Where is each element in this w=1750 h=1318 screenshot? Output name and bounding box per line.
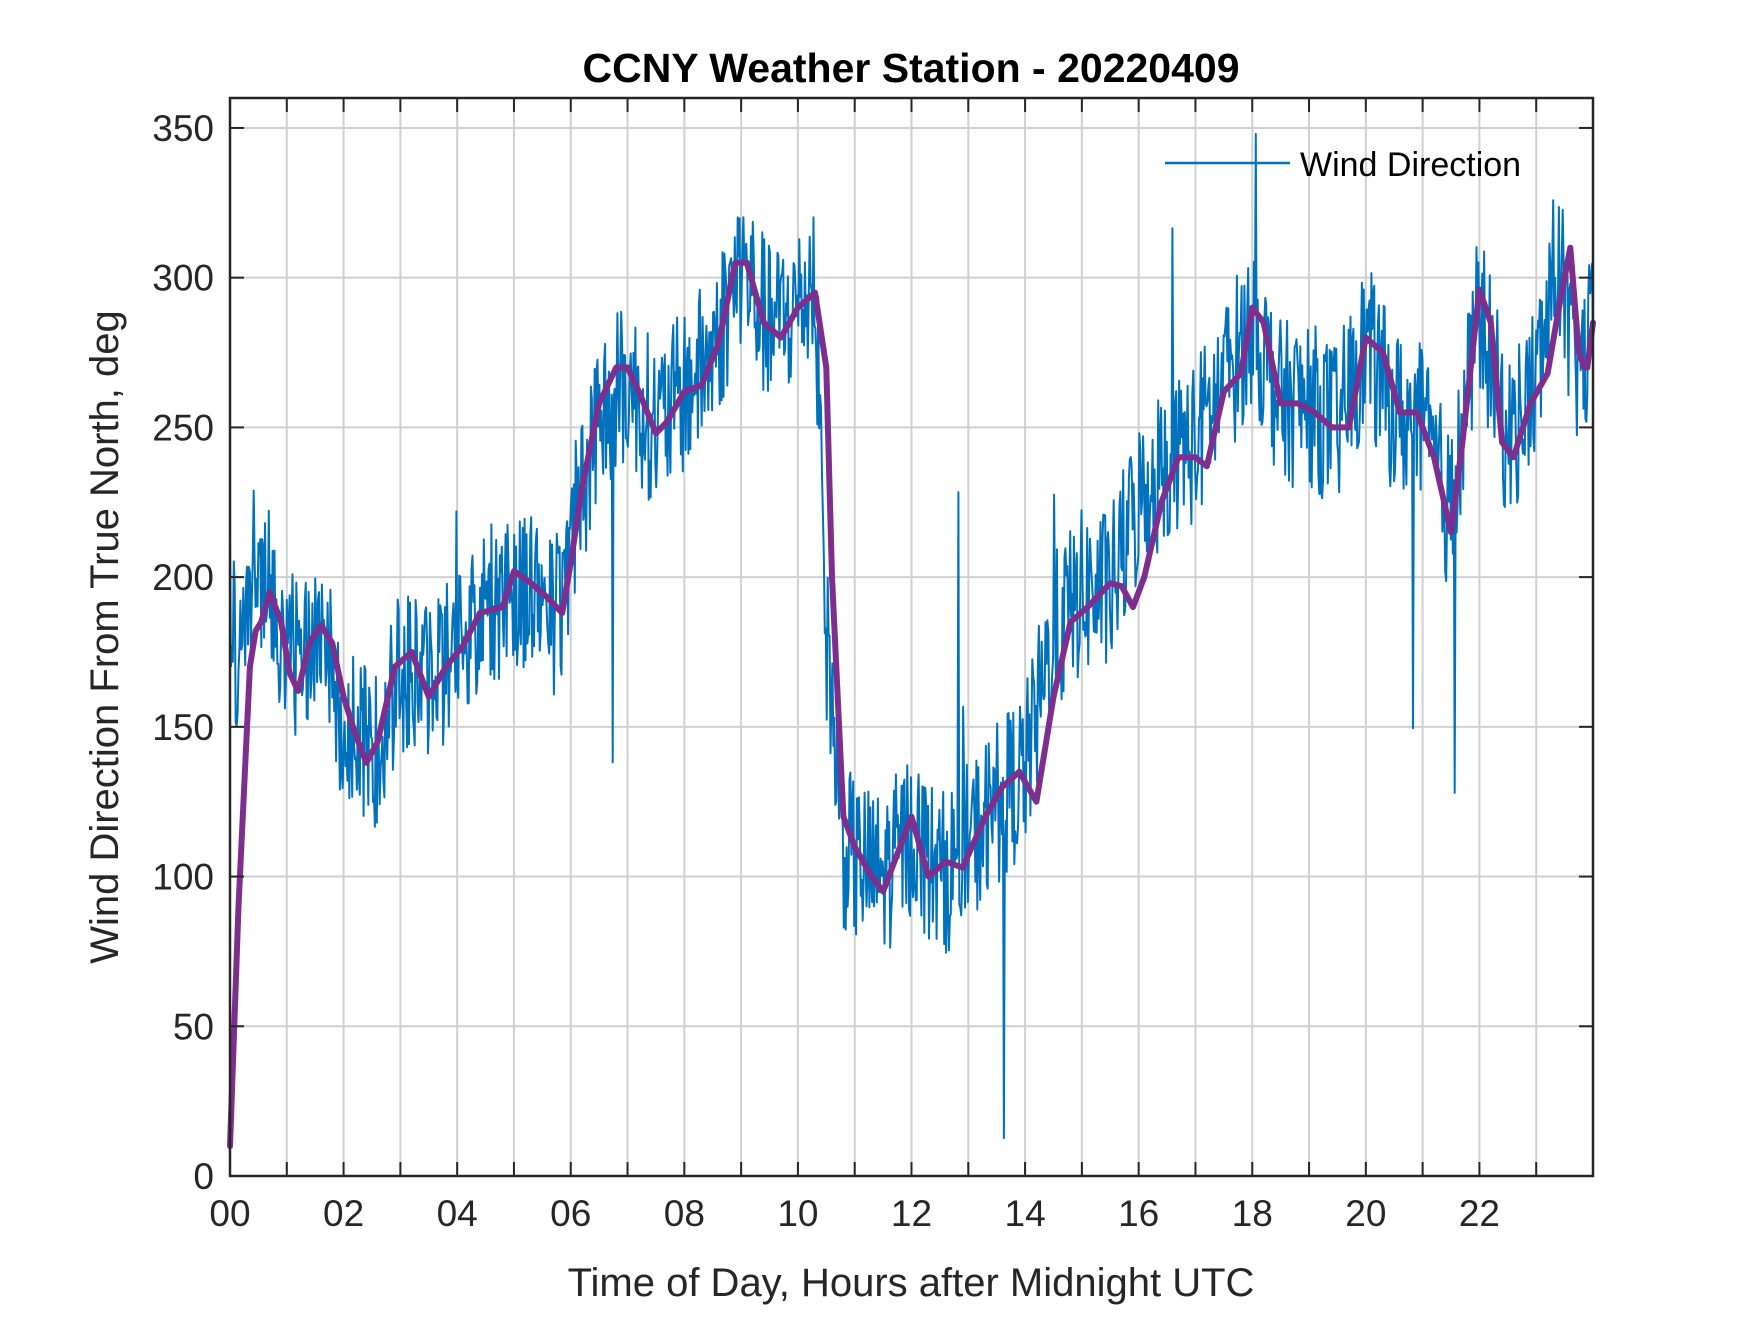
legend-label-wind-direction: Wind Direction [1300,146,1521,184]
y-tick-label: 350 [152,108,214,149]
y-tick-label: 300 [152,258,214,299]
y-tick-label: 0 [193,1156,214,1197]
x-tick-label: 14 [1005,1193,1046,1234]
x-tick-label: 00 [209,1193,250,1234]
y-tick-label: 100 [152,857,214,898]
x-tick-label: 18 [1232,1193,1273,1234]
series-layer [227,132,1596,1150]
chart-title: CCNY Weather Station - 20220409 [582,45,1239,91]
x-tick-label: 16 [1118,1193,1159,1234]
y-tick-label: 200 [152,557,214,598]
x-tick-label: 04 [437,1193,478,1234]
x-tick-label: 02 [323,1193,364,1234]
x-tick-label: 12 [891,1193,932,1234]
x-axis-tick-labels: 00 02 04 06 08 10 12 14 16 18 20 22 [209,1193,1500,1234]
x-tick-label: 06 [550,1193,591,1234]
y-axis-tick-labels: 0 50 100 150 200 250 300 350 [152,108,214,1197]
series-line-running-mean [227,244,1596,1150]
x-tick-label: 10 [777,1193,818,1234]
axis-ticks [230,98,1593,1177]
y-tick-label: 50 [173,1006,214,1047]
x-tick-label: 08 [664,1193,705,1234]
y-tick-label: 250 [152,407,214,448]
y-axis-label: Wind Direction From True North, deg [83,310,127,964]
legend: Wind Direction [1165,146,1521,184]
x-tick-label: 20 [1345,1193,1386,1234]
x-axis-label: Time of Day, Hours after Midnight UTC [568,1261,1255,1305]
y-tick-label: 150 [152,707,214,748]
x-tick-label: 22 [1459,1193,1500,1234]
